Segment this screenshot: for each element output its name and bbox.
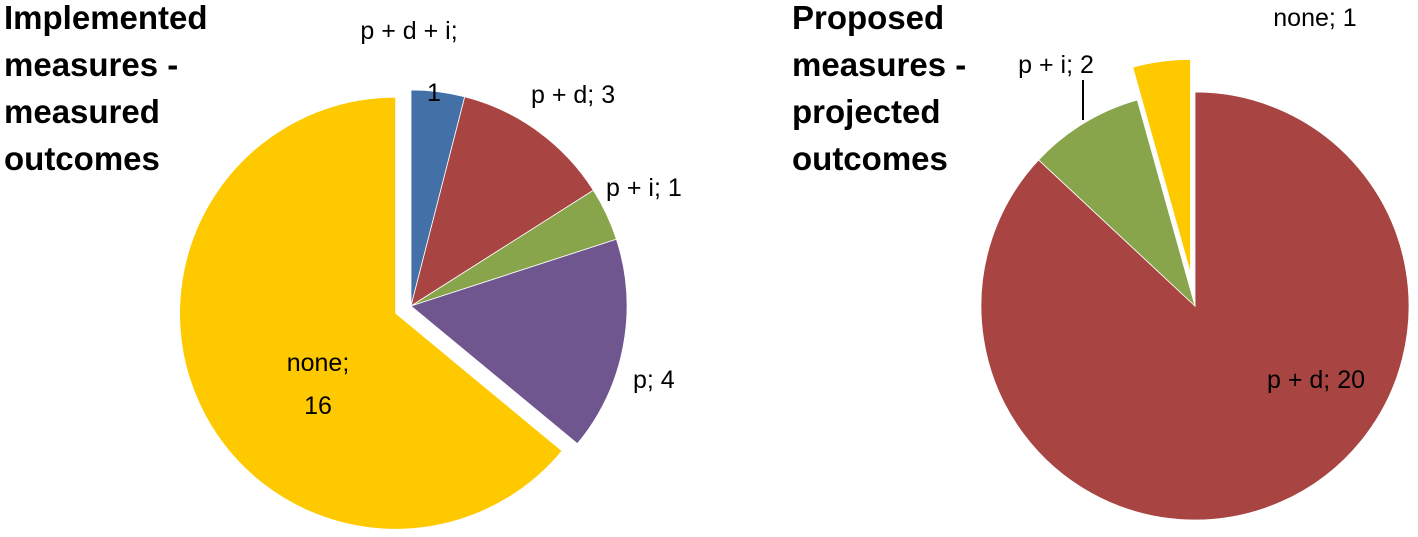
label-none-value: 16 [304,392,332,420]
label-none: none; [287,349,350,377]
label-pdi-value: 1 [427,79,441,107]
pie-chart-implemented [179,89,628,530]
pie-chart-proposed [980,58,1410,521]
pie-slice-none [179,96,563,530]
label-pi: p + i; 1 [606,174,682,202]
chart-title-implemented: Implemented measures - measured outcomes [4,0,208,177]
pie-slice-p-i [1038,99,1196,308]
label-pi: p + i; 2 [1018,51,1094,79]
label-none: none; 1 [1273,4,1356,32]
pie-slice-p-d [410,96,594,307]
chart-title-proposed: Proposed measures - projected outcomes [792,0,967,177]
label-pd: p + d; 3 [531,81,615,109]
pie-slice-p [410,238,628,445]
pie-slice-none [1132,58,1191,274]
label-pd: p + d; 20 [1267,366,1365,394]
label-p: p; 4 [633,366,675,394]
label-pdi: p + d + i; [360,17,457,45]
